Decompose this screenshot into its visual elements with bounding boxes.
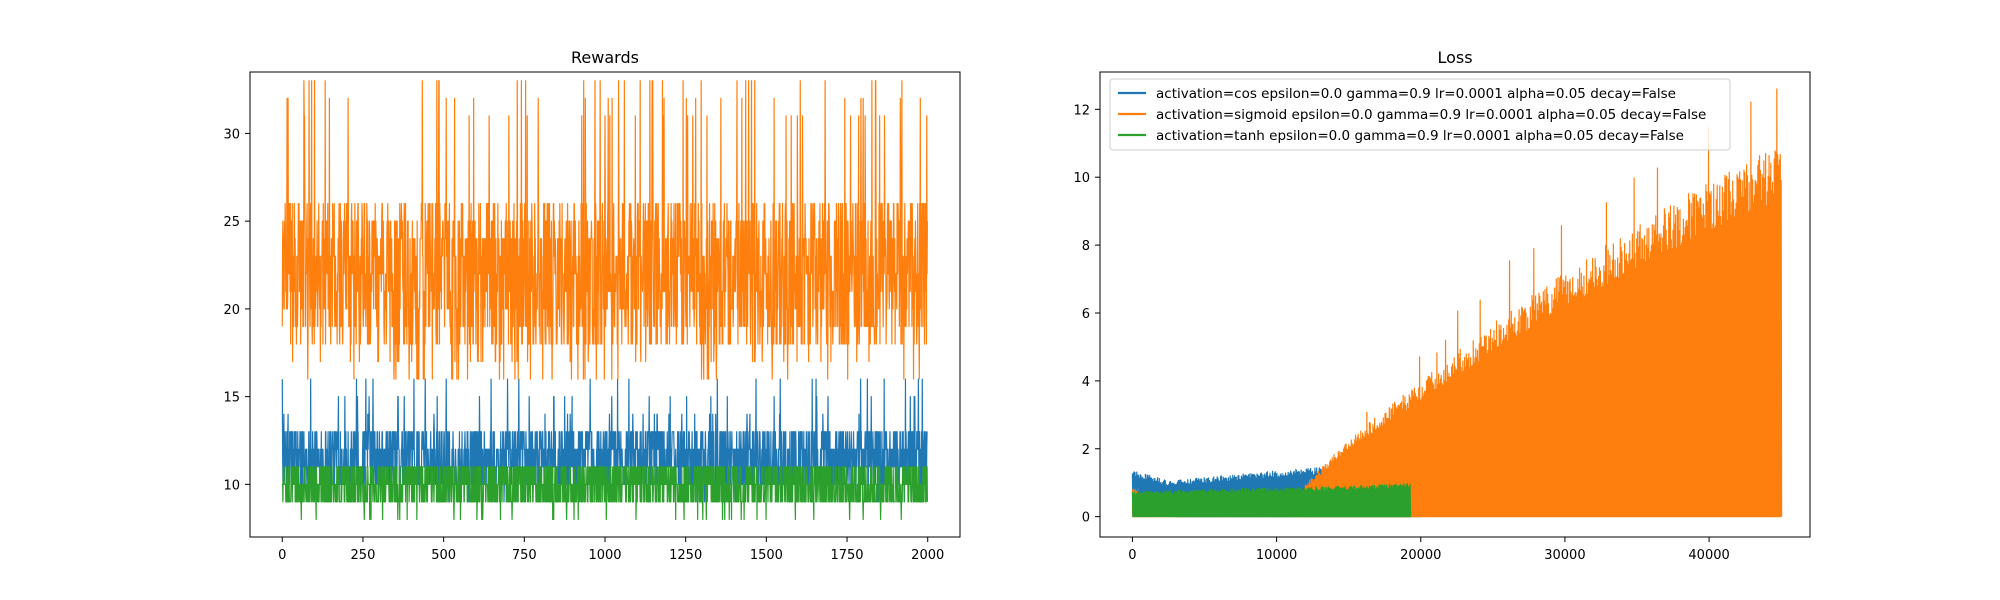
x-tick-label: 1500 — [750, 548, 783, 563]
x-tick-label: 40000 — [1688, 548, 1729, 563]
rewards-panel: Rewards 0 250 500 750 1000 1250 1500 1750 2000 1… — [223, 48, 961, 563]
y-tick-label: 4 — [1082, 375, 1090, 390]
loss-x-ticks: 0 10000 20000 30000 40000 — [1128, 537, 1730, 563]
y-tick-label: 20 — [223, 303, 240, 318]
y-tick-label: 6 — [1082, 307, 1090, 322]
rewards-title: Rewards — [571, 48, 639, 67]
x-tick-label: 30000 — [1544, 548, 1585, 563]
series-line-2 — [282, 466, 928, 521]
x-tick-label: 750 — [512, 548, 537, 563]
x-tick-label: 0 — [1128, 548, 1136, 563]
series-line-2 — [1131, 482, 1412, 518]
loss-series-group — [1131, 88, 1783, 518]
legend-label: activation=cos epsilon=0.0 gamma=0.9 lr=… — [1156, 86, 1676, 102]
loss-axes-frame — [1099, 71, 1811, 538]
y-tick-label: 8 — [1082, 239, 1090, 254]
rewards-x-ticks: 0 250 500 750 1000 1250 1500 1750 2000 — [278, 537, 944, 563]
legend-label: activation=sigmoid epsilon=0.0 gamma=0.9… — [1156, 107, 1706, 123]
x-tick-label: 10000 — [1256, 548, 1297, 563]
x-tick-label: 2000 — [911, 548, 944, 563]
legend-label: activation=tanh epsilon=0.0 gamma=0.9 lr… — [1156, 128, 1684, 144]
loss-legend: activation=cos epsilon=0.0 gamma=0.9 lr=… — [1109, 78, 1731, 151]
y-tick-label: 25 — [223, 215, 240, 230]
x-tick-label: 20000 — [1400, 548, 1441, 563]
x-tick-label: 1250 — [669, 548, 702, 563]
loss-panel: Loss 0 10000 20000 30000 40000 0 2 4 6 8 10 12 act… — [1073, 48, 1811, 563]
legend-box — [1109, 78, 1731, 151]
y-tick-label: 10 — [223, 478, 240, 493]
x-tick-label: 500 — [431, 548, 456, 563]
rewards-y-ticks: 10 15 20 25 30 — [223, 127, 250, 493]
x-tick-label: 0 — [278, 548, 286, 563]
rewards-series-group — [281, 80, 928, 521]
loss-title: Loss — [1437, 48, 1472, 67]
series-line-1 — [281, 80, 928, 380]
y-tick-label: 10 — [1073, 171, 1090, 186]
x-tick-label: 1750 — [830, 548, 863, 563]
x-tick-label: 1000 — [588, 548, 621, 563]
y-tick-label: 15 — [223, 391, 240, 406]
loss-y-ticks: 0 2 4 6 8 10 12 — [1073, 103, 1100, 526]
y-tick-label: 2 — [1082, 443, 1090, 458]
y-tick-label: 0 — [1082, 511, 1090, 526]
y-tick-label: 12 — [1073, 103, 1090, 118]
x-tick-label: 250 — [351, 548, 376, 563]
y-tick-label: 30 — [223, 127, 240, 142]
